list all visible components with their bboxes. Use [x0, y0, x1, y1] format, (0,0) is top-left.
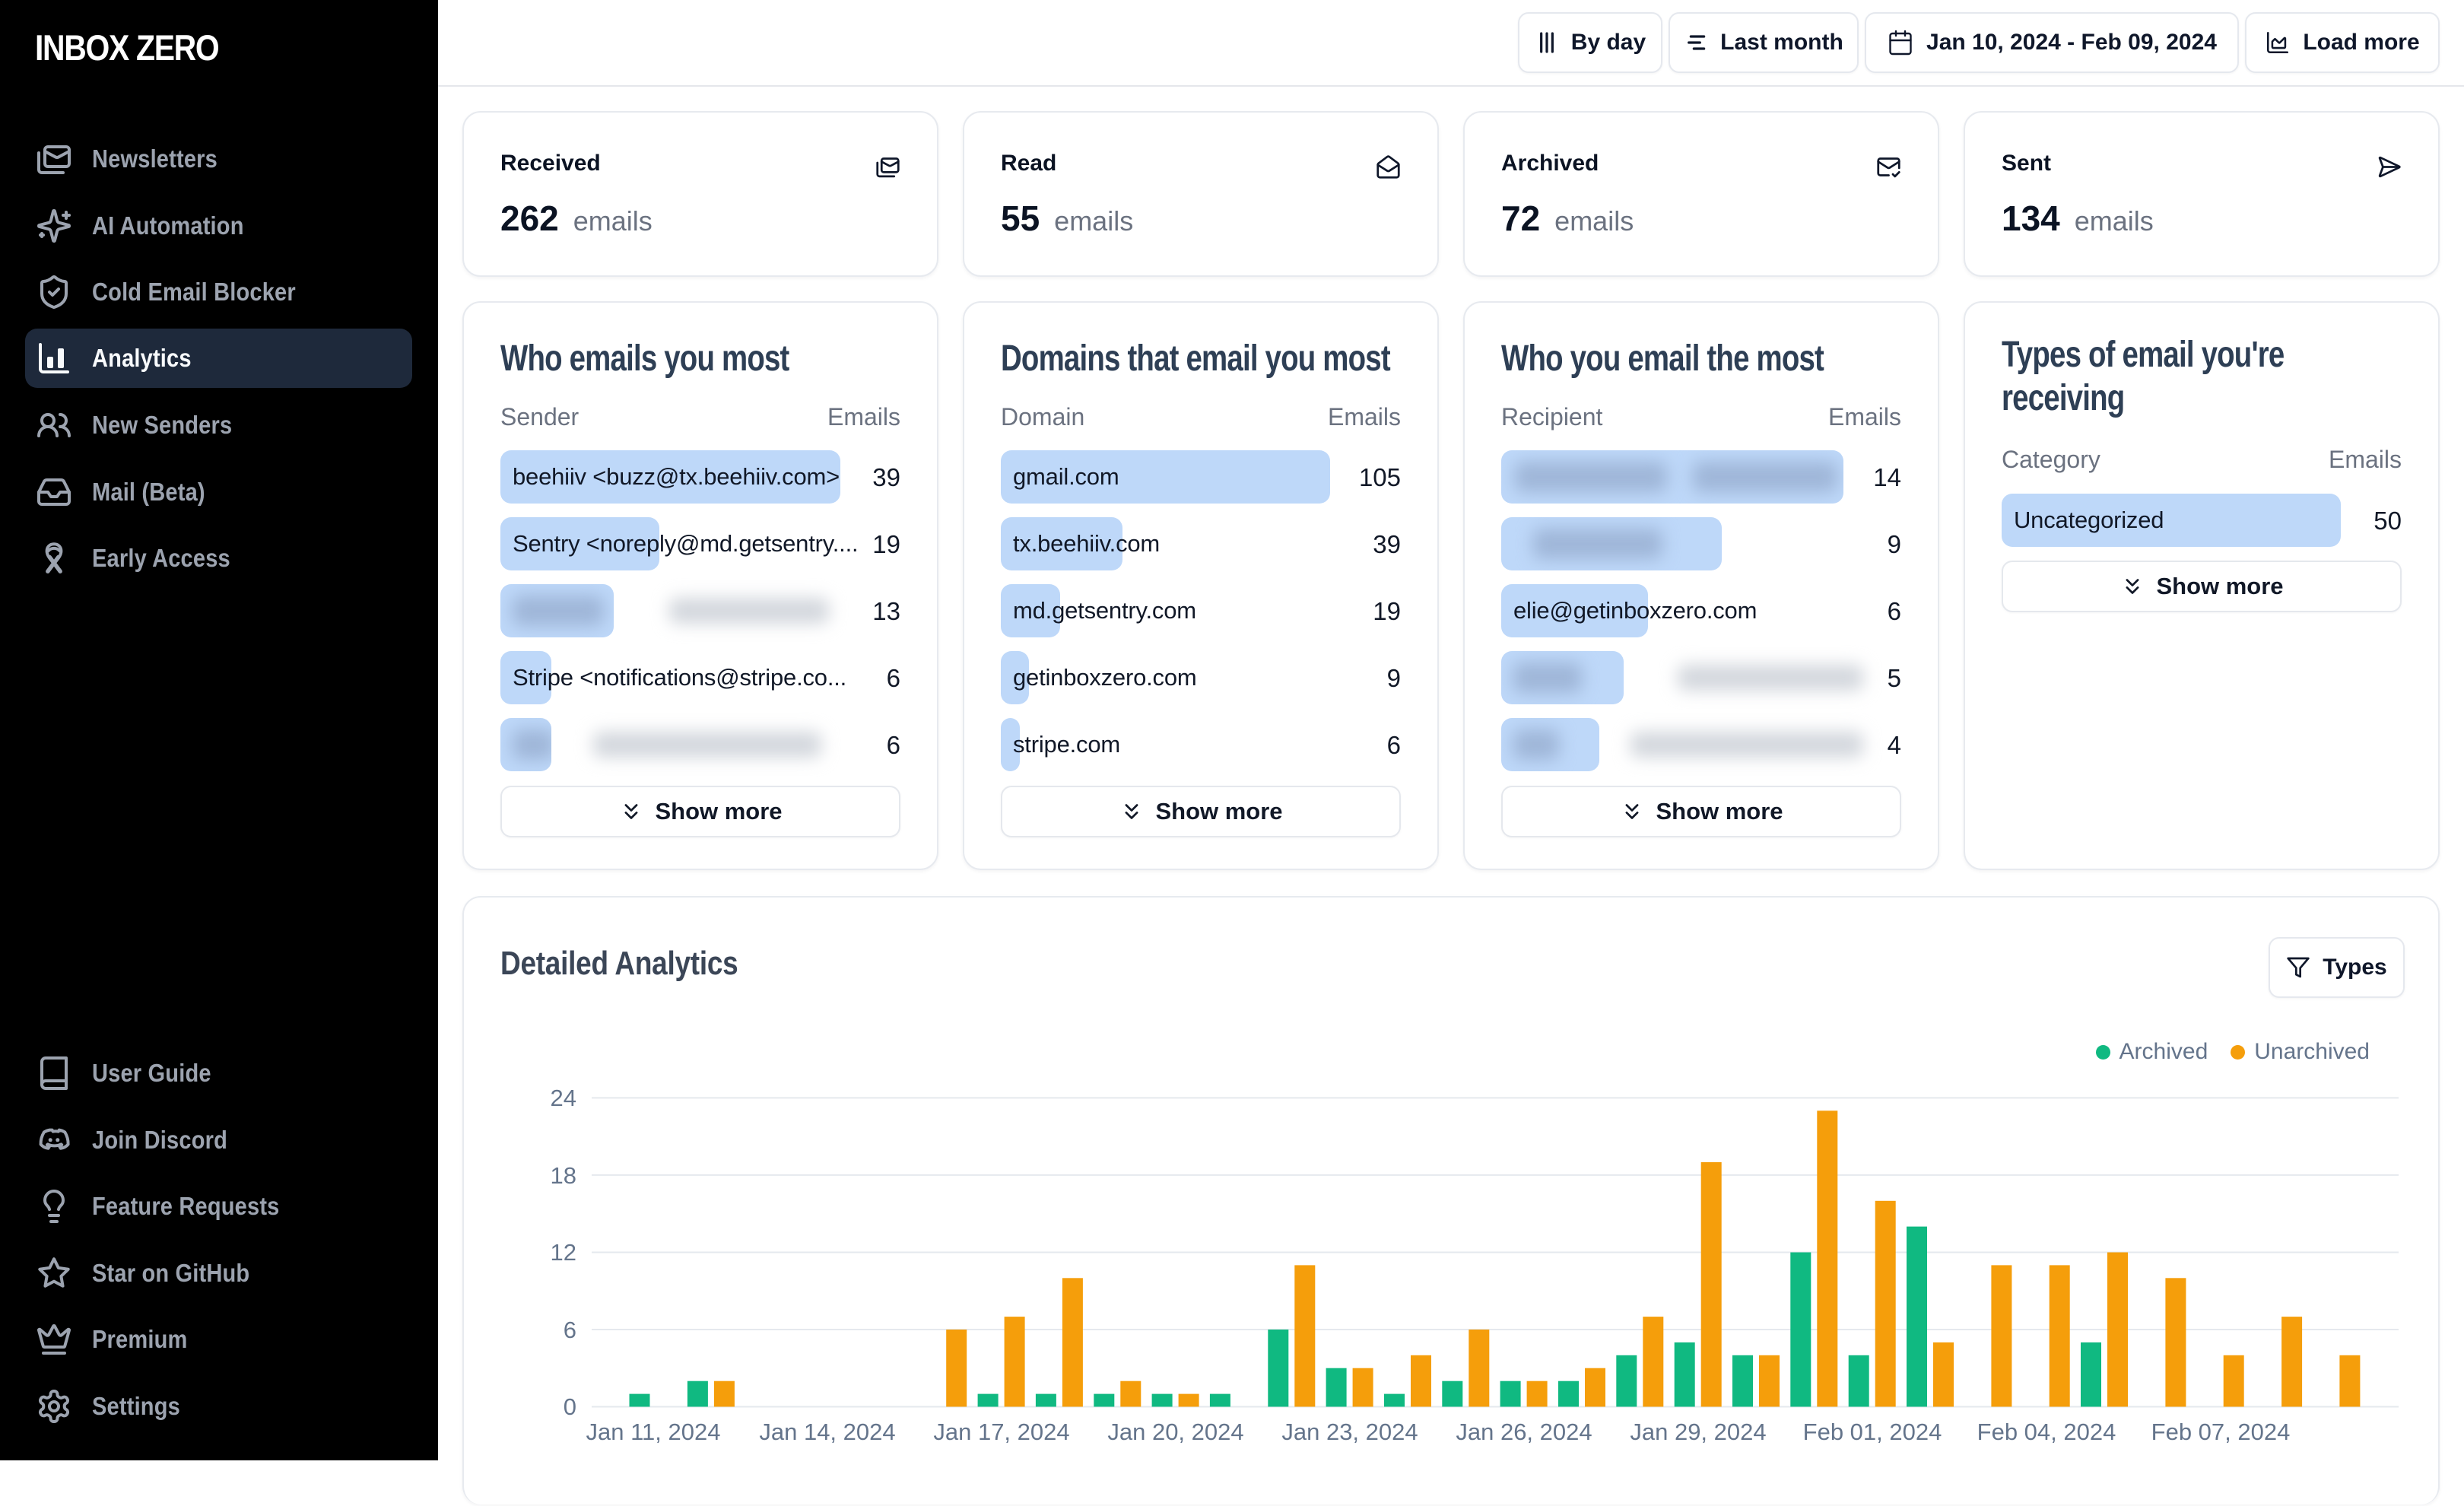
svg-text:0: 0 — [564, 1393, 576, 1420]
svg-text:6: 6 — [564, 1317, 576, 1343]
svg-text:Jan 20, 2024: Jan 20, 2024 — [1107, 1419, 1243, 1445]
svg-text:Jan 17, 2024: Jan 17, 2024 — [933, 1419, 1069, 1445]
svg-text:Jan 11, 2024: Jan 11, 2024 — [586, 1419, 721, 1445]
svg-text:Jan 26, 2024: Jan 26, 2024 — [1456, 1419, 1592, 1445]
svg-text:Jan 23, 2024: Jan 23, 2024 — [1281, 1419, 1418, 1445]
svg-text:12: 12 — [551, 1239, 576, 1266]
svg-text:Feb 07, 2024: Feb 07, 2024 — [2151, 1419, 2291, 1445]
svg-text:Jan 29, 2024: Jan 29, 2024 — [1630, 1419, 1766, 1445]
svg-text:24: 24 — [551, 1085, 576, 1111]
svg-text:Feb 04, 2024: Feb 04, 2024 — [1977, 1419, 2116, 1445]
svg-text:Jan 14, 2024: Jan 14, 2024 — [759, 1419, 895, 1445]
svg-text:18: 18 — [551, 1162, 576, 1189]
svg-text:Feb 01, 2024: Feb 01, 2024 — [1803, 1419, 1942, 1445]
